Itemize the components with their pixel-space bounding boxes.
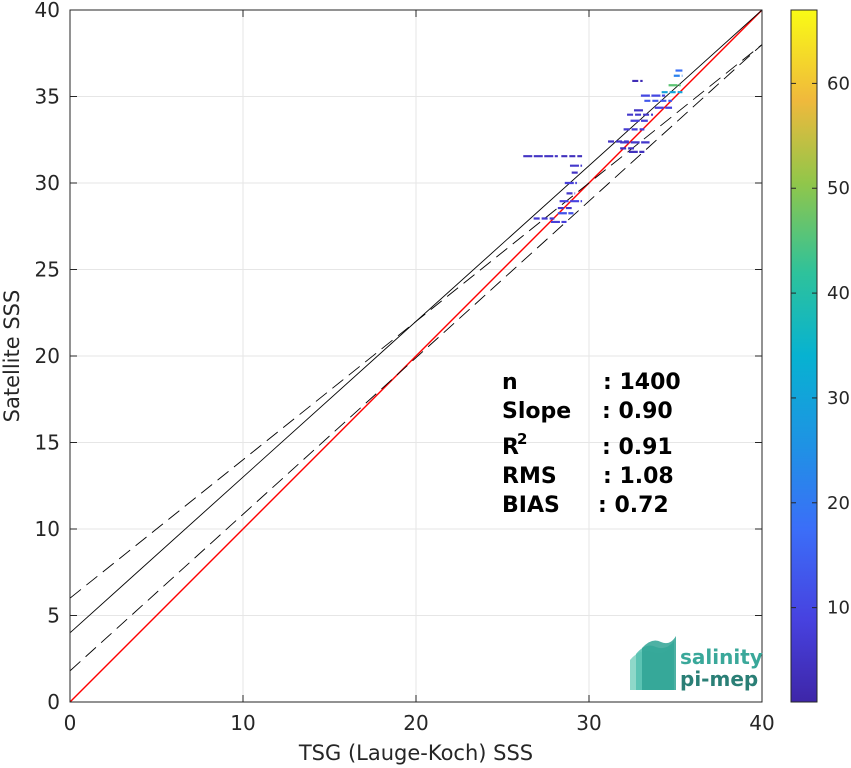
colorbar-ticks: 10 20 30 40 50 60 xyxy=(791,73,850,619)
stats-label-3: RMS xyxy=(502,464,557,489)
colorbar-tick-label-3: 40 xyxy=(827,283,850,304)
stats-value-3: : 1.08 xyxy=(603,464,674,489)
x-axis-label: TSG (Lauge-Koch) SSS xyxy=(298,741,533,765)
stats-label-4: BIAS xyxy=(502,493,560,518)
stats-label-1: Slope xyxy=(502,399,571,424)
identity-line-0 xyxy=(70,10,762,702)
stats-value-2: : 0.91 xyxy=(602,435,673,460)
stats-label-sup-2: 2 xyxy=(517,430,527,448)
y-tick-label-7: 35 xyxy=(35,85,60,109)
logo-line2: pi-mep xyxy=(680,667,758,691)
stats-label-0: n xyxy=(502,370,518,395)
wave-logo-icon xyxy=(630,636,676,690)
regression-upper-line-2 xyxy=(70,44,762,599)
colorbar-tick-label-5: 60 xyxy=(827,73,850,94)
colorbar xyxy=(790,9,818,703)
colorbar-tick-label-0: 10 xyxy=(827,598,850,619)
colorbar-tick-label-4: 50 xyxy=(827,178,850,199)
stats-value-4: : 0.72 xyxy=(598,493,669,518)
colorbar-tick-label-2: 30 xyxy=(827,388,850,409)
y-tick-label-3: 15 xyxy=(35,431,60,455)
y-tick-label-5: 25 xyxy=(35,258,60,282)
x-tick-label-1: 10 xyxy=(230,711,255,735)
x-tick-label-3: 30 xyxy=(576,711,601,735)
logo-line1: salinity xyxy=(680,645,763,669)
y-tick-label-6: 30 xyxy=(35,171,60,195)
density-points xyxy=(523,69,683,224)
stats-value-1: : 0.90 xyxy=(602,399,673,424)
y-tick-label-1: 5 xyxy=(47,604,60,628)
salinity-pi-mep-logo: salinity pi-mep xyxy=(630,636,763,691)
x-tick-label-4: 40 xyxy=(749,711,774,735)
y-tick-label-0: 0 xyxy=(47,690,60,714)
stats-label-2: R xyxy=(502,435,519,460)
colorbar-tick-label-1: 20 xyxy=(827,493,850,514)
x-tick-label-2: 20 xyxy=(403,711,428,735)
y-axis-label: Satellite SSS xyxy=(0,290,24,423)
y-tick-label-2: 10 xyxy=(35,517,60,541)
stats-box: n : 1400 Slope : 0.90 R2 : 0.91 RMS : 1.08 BIAS:… xyxy=(502,370,681,518)
stats-value-0: : 1400 xyxy=(603,370,681,395)
x-tick-label-0: 0 xyxy=(64,711,77,735)
y-axis-ticks: 0 5 10 15 20 25 30 35 40 xyxy=(35,0,762,714)
regression-lower-line-3 xyxy=(70,44,762,672)
x-axis-ticks: 0 10 20 30 40 xyxy=(64,10,775,735)
y-tick-label-4: 20 xyxy=(35,344,60,368)
y-tick-label-8: 40 xyxy=(35,0,60,22)
